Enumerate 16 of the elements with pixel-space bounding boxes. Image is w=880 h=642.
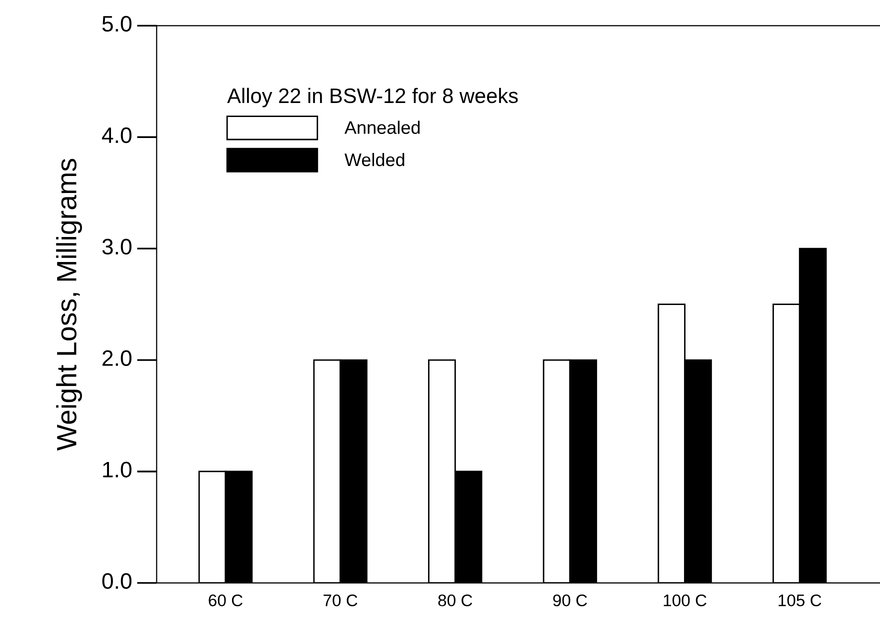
x-tick-label: 70 C xyxy=(324,594,358,606)
x-tick-label: 105 C xyxy=(778,594,822,606)
legend-label: Annealed xyxy=(344,120,420,134)
legend-title: Alloy 22 in BSW-12 for 8 weeks xyxy=(227,88,518,108)
y-tick-label: 1.0 xyxy=(103,462,132,478)
y-tick-label: 0.0 xyxy=(102,573,132,589)
y-axis-title: Weight Loss, Milligrams xyxy=(56,158,82,451)
x-tick-label: 60 C xyxy=(208,594,242,606)
x-tick-label: 90 C xyxy=(553,594,587,606)
x-tick-label: 100 C xyxy=(664,594,706,606)
y-tick-label: 5.0 xyxy=(102,16,132,32)
x-tick-label: 80 C xyxy=(438,594,472,606)
legend-label: Welded xyxy=(344,152,404,166)
y-tick-label: 2.0 xyxy=(102,350,132,366)
y-tick-label: 3.0 xyxy=(102,238,132,255)
y-tick-label: 4.0 xyxy=(102,127,132,144)
